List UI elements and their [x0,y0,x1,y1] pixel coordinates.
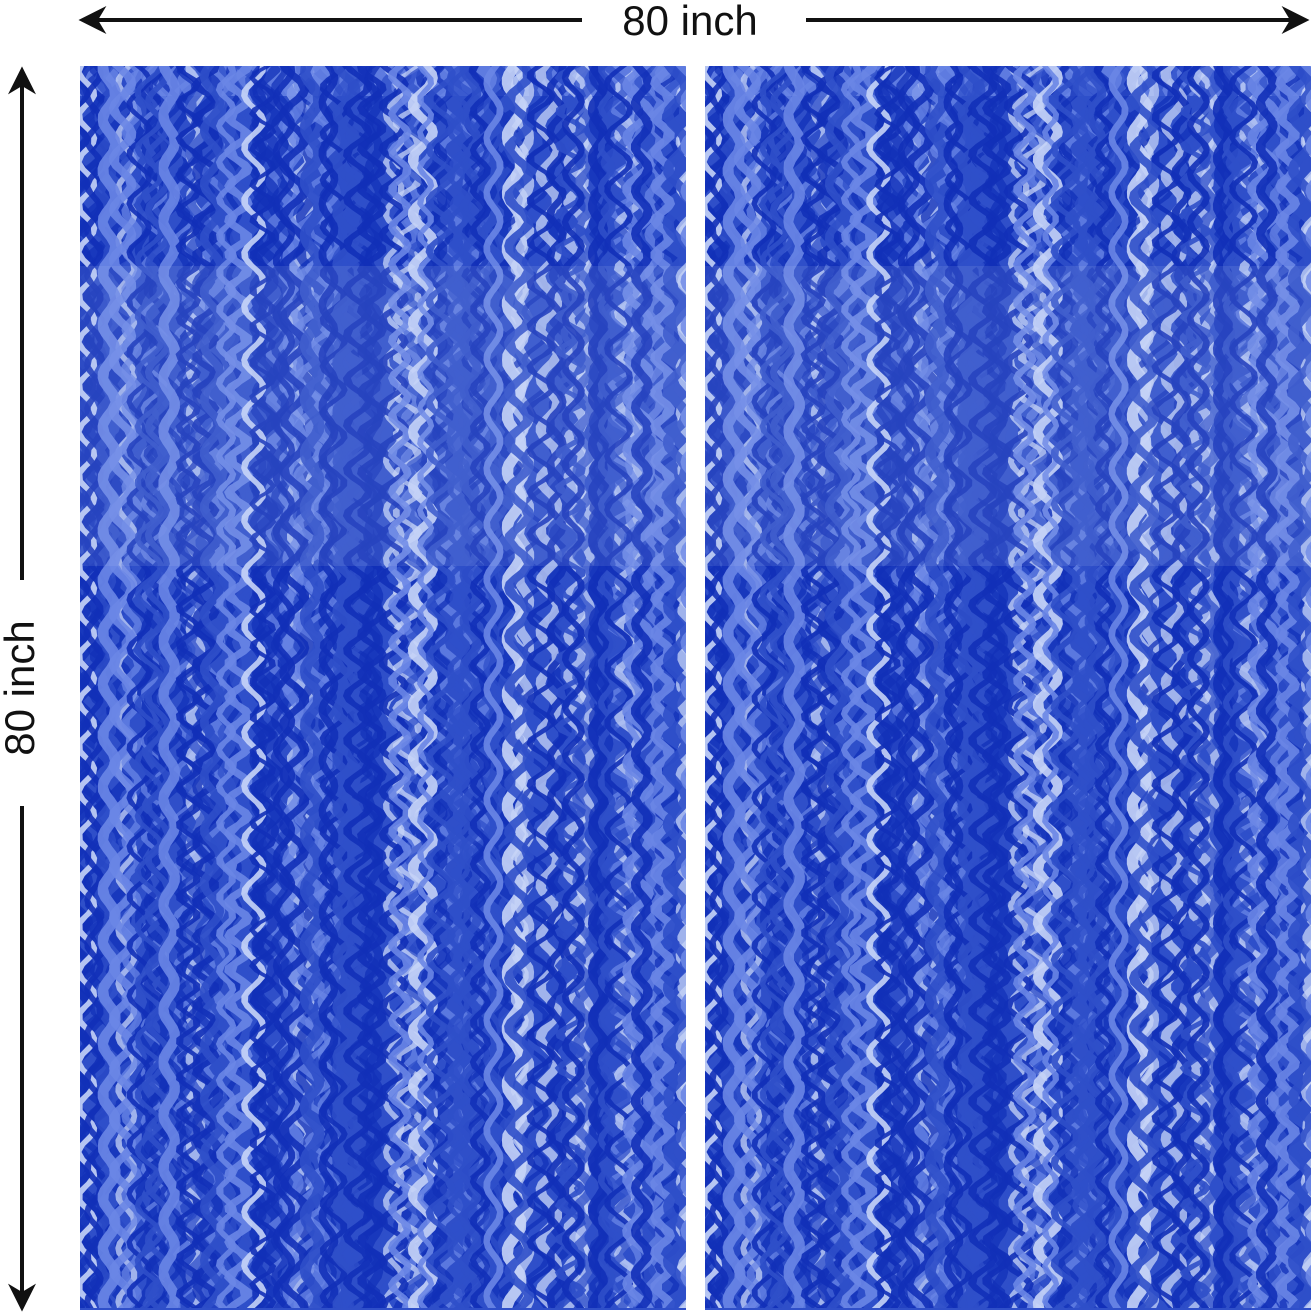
curtain-panel-left [80,66,686,1310]
curtain-panel-right [705,66,1311,1310]
wavy-foil-fringe-image [705,66,1311,1310]
width-dimension-label: 80 inch [622,0,758,44]
wavy-foil-fringe-image [80,66,686,1310]
